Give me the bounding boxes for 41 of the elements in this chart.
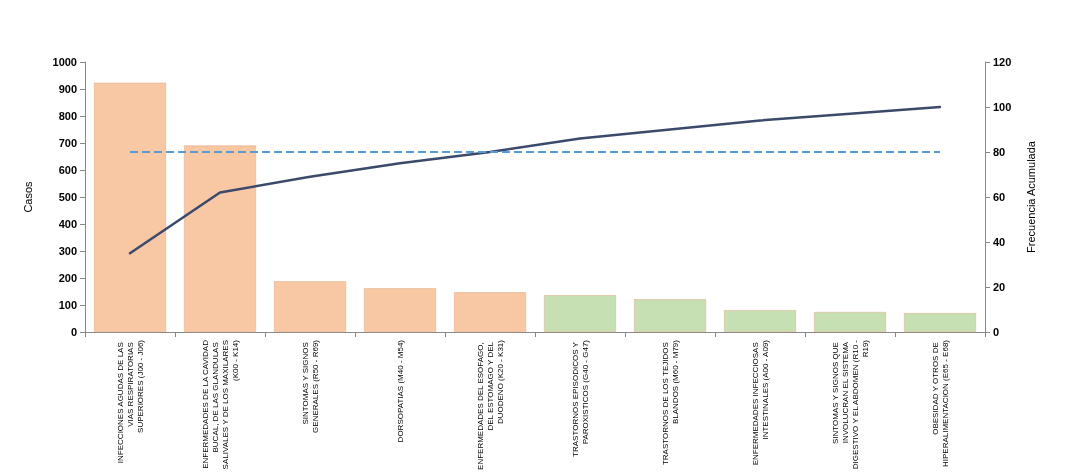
y-tick-label: 100 (58, 299, 77, 311)
line-series (128, 105, 942, 255)
x-tick-label: SINTOMAS Y SIGNOS GENERALES (R50 - R69) (300, 339, 320, 433)
y2-tick-label: 0 (993, 326, 1000, 338)
y-tick-label: 600 (58, 164, 77, 176)
y-tick-label: 800 (58, 110, 77, 122)
x-tick-label: DORSOPATIAS (M40 - M54) (395, 339, 405, 443)
x-tick-label: SINTOMAS Y SIGNOS QUE INVOLUCRAN EL SISTEMA DIGESTIVO Y EL ABDOMEN (R10 - R19) (830, 339, 870, 470)
y2-tick-label: 20 (993, 281, 1006, 293)
y-axis-title: Casos (21, 180, 34, 213)
bar (274, 281, 346, 332)
x-tick-label: TRASTORNOS DE LOS TEJIDOS BLANDOS (M60 - M79) (660, 339, 680, 466)
bar (454, 292, 526, 332)
x-tick-label: ENFERMEDADES INFECCIOSAS INTESTINALES (A00 - A09) (750, 339, 770, 466)
y-tick-label: 500 (58, 191, 77, 203)
bar (544, 295, 616, 332)
x-tick-label: ENFERMEDADES DE LA CAVIDAD BUCAL, DE LAS GLANDULAS SALIVALES Y DE LOS MAXILARES (K00 - K14) (200, 339, 240, 470)
y-tick-label: 1000 (52, 56, 77, 68)
bar (184, 145, 256, 332)
x-tick-label: OBESIDAD Y OTROS DE HIPERALIMENTACION (E65 - E68) (930, 339, 950, 467)
x-tick-label: ENFERMEDADES DEL ESOFAGO, DEL ESTOMAGO Y DEL DUODENO (K20 - K31) (475, 339, 505, 470)
bar (364, 288, 436, 332)
bar (94, 82, 166, 332)
bar (814, 312, 886, 332)
y2-tick-label: 40 (993, 236, 1006, 248)
y2-axis-title: Frecuencia Acumulada (1024, 140, 1037, 253)
y-tick-label: 0 (70, 326, 77, 338)
y2-tick-label: 120 (993, 56, 1012, 68)
y2-tick-label: 80 (993, 146, 1006, 158)
y-tick-label: 400 (58, 218, 77, 230)
y-tick-label: 300 (58, 245, 77, 257)
y-tick-label: 900 (58, 83, 77, 95)
y-tick-label: 700 (58, 137, 77, 149)
y2-tick-label: 100 (993, 101, 1012, 113)
x-tick-label: TRASTORNOS EPISODICOS Y PAROXISTICOS (G40 - G47) (570, 339, 590, 457)
bar (634, 299, 706, 332)
y-tick-label: 200 (58, 272, 77, 284)
x-tick-label: INFECCIONES AGUDAS DE LAS VIAS RESPIRATORIAS SUPERIORES (J00 - J06) (115, 339, 145, 464)
bar (724, 310, 796, 332)
bar (904, 313, 976, 332)
y2-tick-label: 60 (993, 191, 1006, 203)
